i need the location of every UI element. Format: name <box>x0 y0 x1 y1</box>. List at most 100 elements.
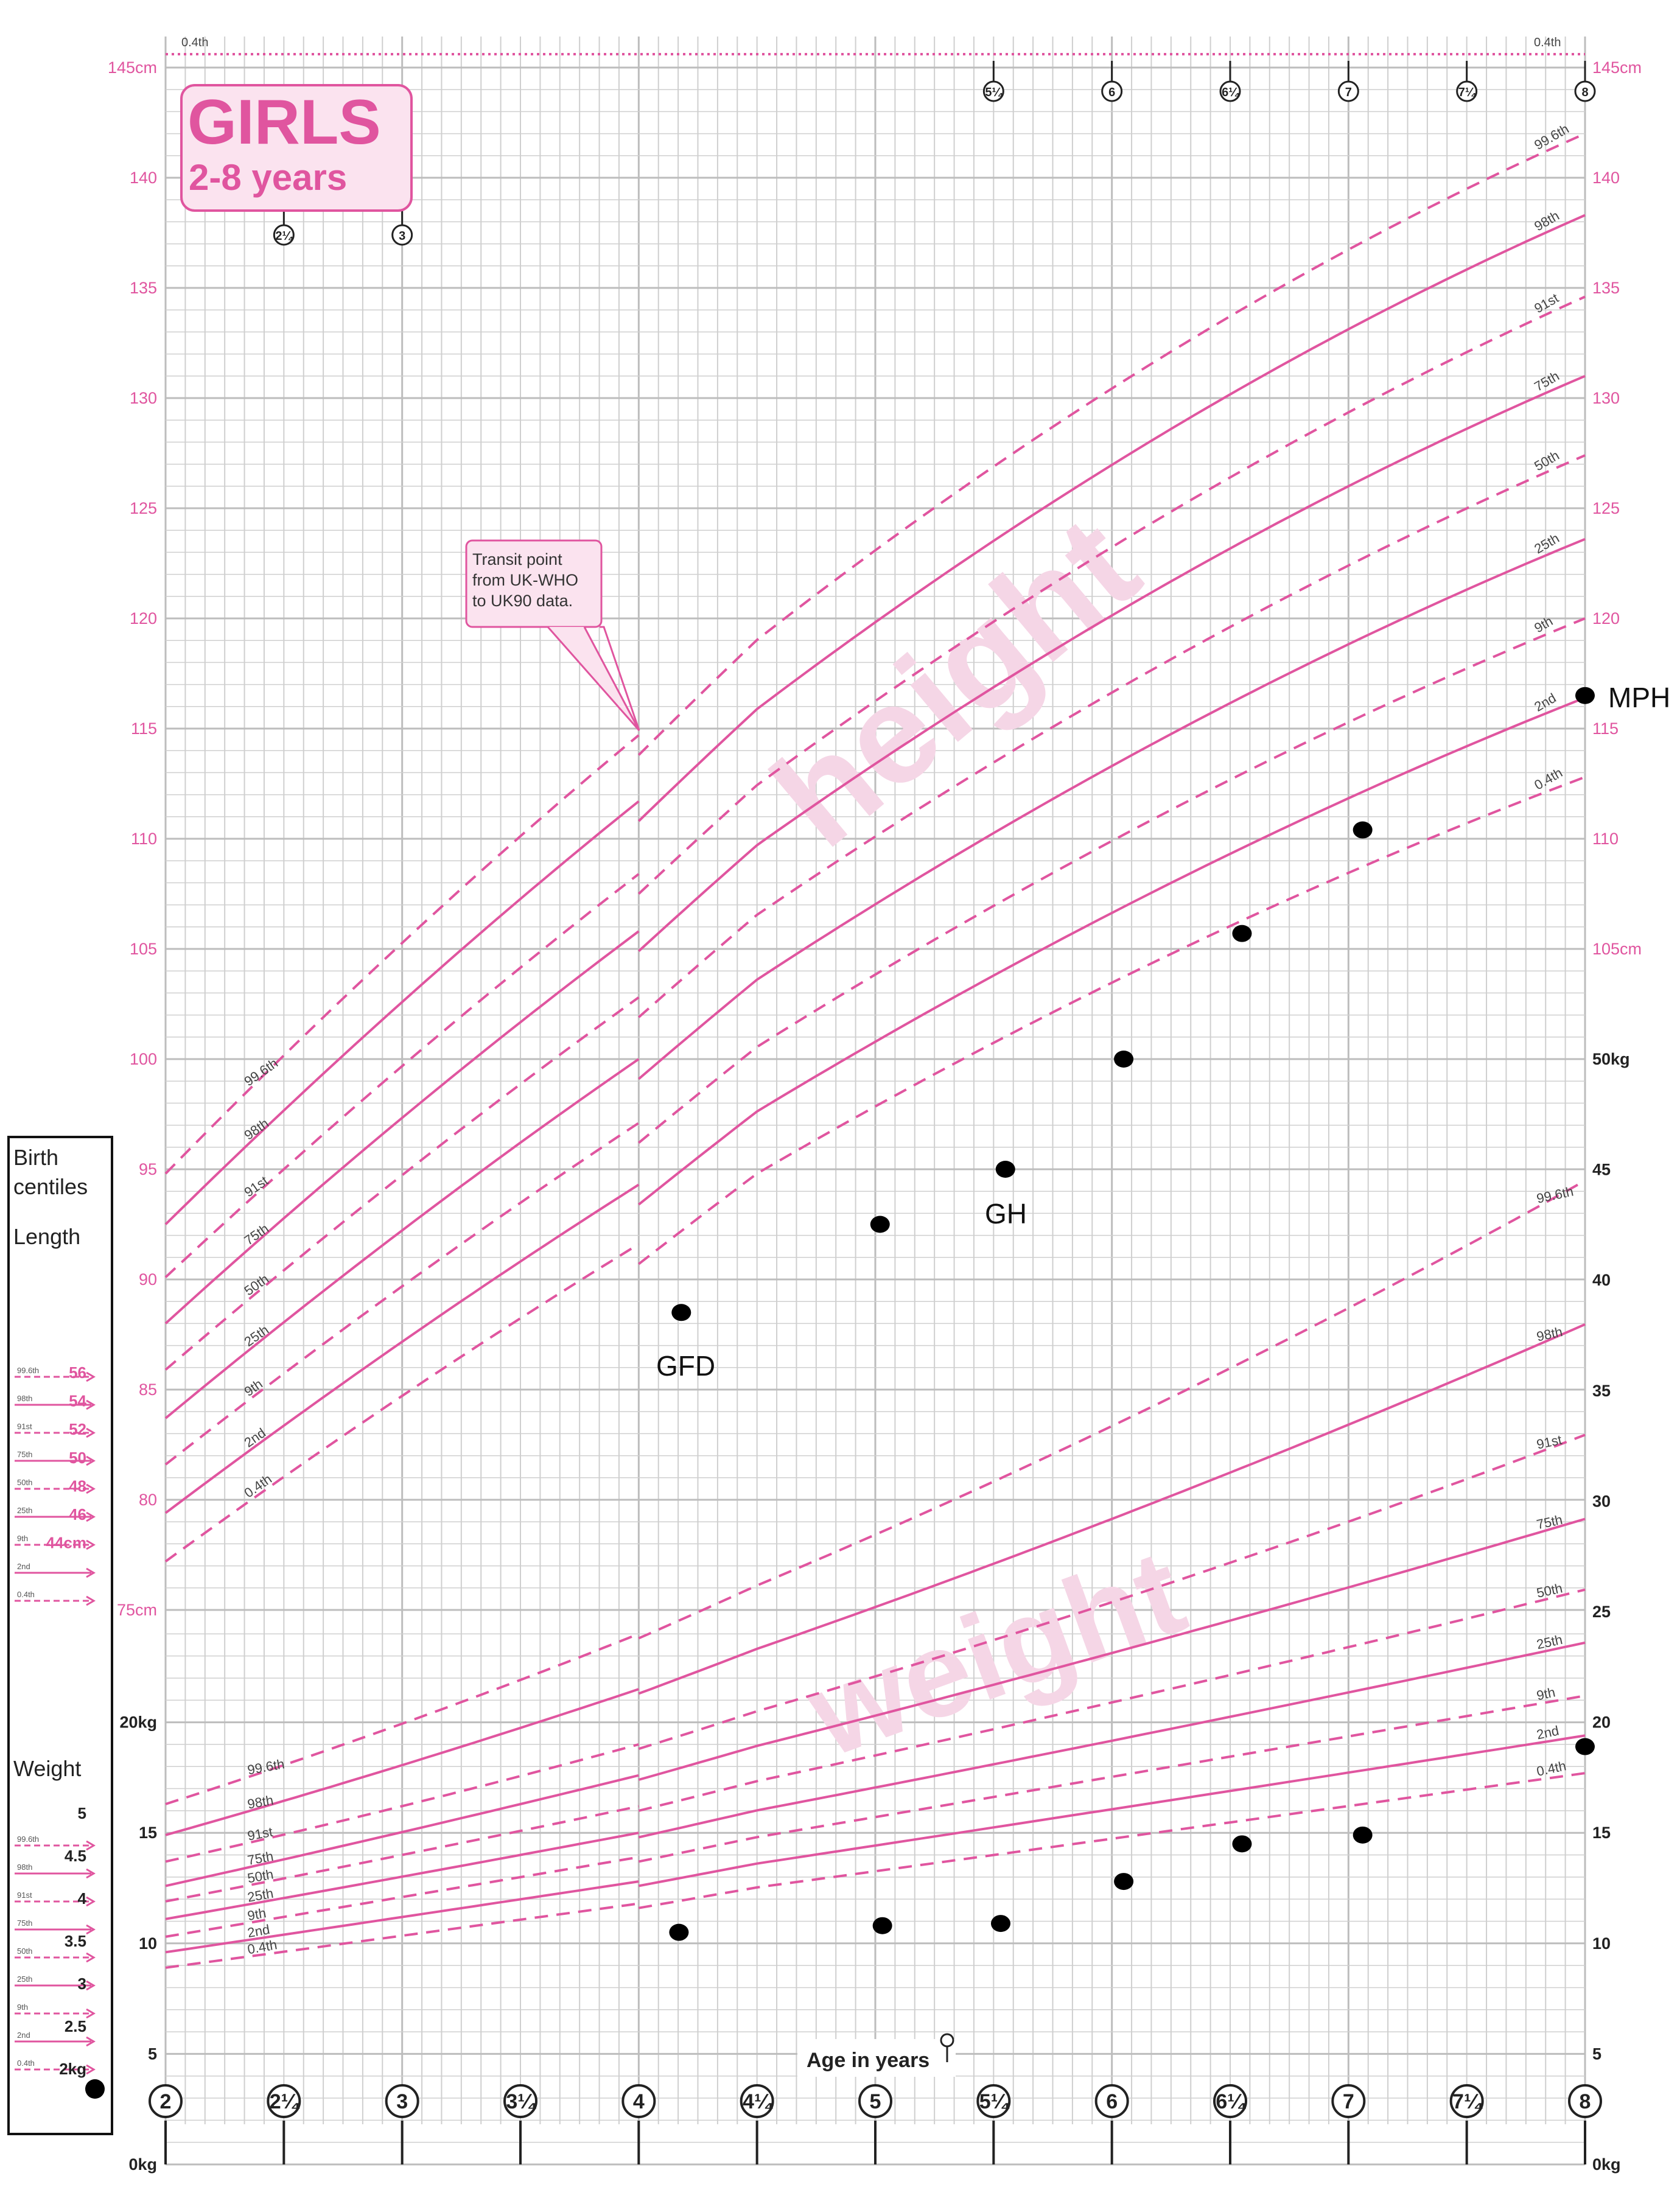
age-tick-top-label: 5¼ <box>985 86 1003 99</box>
birth-weight-centile: 99.6th <box>17 1835 39 1844</box>
height-centile-label-left: 75th <box>242 1221 271 1248</box>
birth-length-arrowhead <box>86 1511 96 1522</box>
age-tick-circle <box>1213 2084 1247 2118</box>
birth-weight-tick: 2.5 <box>65 2017 86 2035</box>
weight-tick-left: 20kg <box>119 1713 157 1732</box>
birth-weight-arrowhead <box>86 1840 96 1851</box>
birth-length-centile: 75th <box>17 1450 32 1459</box>
birth-length-centile: 91st <box>17 1422 32 1431</box>
birth-weight-centile: 9th <box>17 2003 28 2012</box>
height-point <box>1575 687 1595 704</box>
height-tick-left: 80 <box>139 1491 157 1509</box>
height-centile-99.6th-early <box>164 734 640 1175</box>
height-tick-left: 120 <box>130 609 157 628</box>
age-tick-circle <box>740 2084 774 2118</box>
weight-tick-right: 5 <box>1592 2045 1601 2063</box>
weight-centile-50th-early <box>165 1805 639 1903</box>
birth-length-arrowhead <box>86 1427 96 1438</box>
transit-note-line1: Transit point <box>472 550 562 568</box>
age-tick-label: 4 <box>633 2090 645 2113</box>
height-centile-9th-late <box>638 617 1586 1144</box>
weight-centile-label-left: 9th <box>247 1905 267 1923</box>
birth-length-centile: 99.6th <box>17 1366 39 1375</box>
age-tick-circle <box>385 2084 419 2118</box>
height-centile-98th-early <box>164 800 640 1225</box>
height-centile-label-left: 98th <box>242 1116 271 1143</box>
height-centile-label-right: 98th <box>1531 208 1562 234</box>
birth-weight-tick: 3.5 <box>65 1932 86 1950</box>
height-centile-label-right: 9th <box>1531 614 1555 636</box>
weight-centile-50th-late <box>638 1588 1586 1812</box>
height-centile-75th-early <box>164 930 640 1324</box>
annotation-gh: GH <box>985 1198 1027 1230</box>
birth-length-tick: 48 <box>69 1477 86 1495</box>
weight-point <box>669 1923 689 1941</box>
x-axis-label-box: Age in years <box>797 2033 956 2077</box>
height-centile-label-right: 0.4th <box>1531 765 1565 793</box>
centile-curves <box>164 132 1586 1969</box>
height-centile-2nd-early <box>164 1183 640 1514</box>
height-tick-right: 115 <box>1592 719 1619 738</box>
birth-weight-arrowhead <box>86 1896 96 1907</box>
weight-tick-left: 0kg <box>128 2155 157 2174</box>
age-tick-top-label: 7¼ <box>1458 86 1477 99</box>
birth-length-centile: 98th <box>17 1394 32 1403</box>
weight-tick-right: 50kg <box>1592 1050 1630 1068</box>
birth-weight-centile: 50th <box>17 1947 32 1956</box>
weight-centile-label-left: 50th <box>247 1866 275 1886</box>
weight-centile-2nd-early <box>165 1880 639 1954</box>
weight-centile-98th-early <box>165 1688 639 1836</box>
weight-centile-label-right: 91st <box>1535 1432 1563 1452</box>
x-axis-label: Age in years <box>807 2049 929 2072</box>
weight-point <box>1353 1826 1373 1844</box>
top-centile-note-left: 0.4th <box>181 36 208 49</box>
weight-centile-99.6th-early <box>165 1632 640 1805</box>
age-tick-label: 4¼ <box>743 2090 773 2113</box>
weight-centile-label-left: 91st <box>247 1824 274 1844</box>
height-centile-75th-late <box>637 374 1586 953</box>
annotation-gfd: GFD <box>656 1350 715 1382</box>
height-tick-left: 145cm <box>108 58 157 77</box>
age-tick-circle <box>267 2084 301 2118</box>
birth-title-line1: Birth <box>13 1145 58 1170</box>
height-centile-99.6th-late <box>637 132 1586 756</box>
height-point <box>1353 821 1373 839</box>
annotation-mph: MPH <box>1608 682 1670 713</box>
birth-length-arrowhead <box>86 1483 96 1494</box>
height-tick-left: 110 <box>131 830 157 848</box>
height-centile-25th-early <box>164 1058 640 1419</box>
birth-length-arrowhead <box>86 1371 96 1382</box>
height-tick-left: 140 <box>130 169 157 187</box>
birth-length-tick: 44cm <box>46 1534 87 1552</box>
weight-centile-label-right: 75th <box>1535 1512 1564 1532</box>
chart-title: GIRLS <box>187 87 381 158</box>
title-box: GIRLS 2-8 years <box>180 84 413 212</box>
weight-centile-25th-late <box>638 1641 1586 1839</box>
age-tick-circle <box>1568 2084 1602 2118</box>
height-centile-50th-late <box>637 454 1586 1018</box>
transit-note-line3: to UK90 data. <box>472 592 573 610</box>
birth-weight-arrowhead <box>86 2064 96 2075</box>
height-tick-right: 120 <box>1592 609 1620 628</box>
birth-length-arrowhead <box>86 1567 96 1578</box>
weight-centile-label-right: 99.6th <box>1535 1184 1575 1206</box>
age-tick-label: 8 <box>1580 2090 1591 2113</box>
age-tick-label: 7¼ <box>1452 2090 1483 2113</box>
age-tick-circle <box>149 2084 183 2118</box>
weight-centile-91st-late <box>638 1433 1586 1751</box>
age-tick-circle <box>858 2084 892 2118</box>
birth-length-arrowhead <box>86 1399 96 1410</box>
measurement-points <box>669 687 1595 1941</box>
height-centile-50th-early <box>164 996 640 1371</box>
birth-length-tick: 56 <box>69 1363 86 1382</box>
weight-centile-25th-early <box>165 1831 639 1920</box>
height-tick-left: 125 <box>130 499 157 517</box>
height-centile-label-right: 91st <box>1531 290 1561 316</box>
weight-point <box>1575 1738 1595 1755</box>
birth-title-line2: centiles <box>13 1174 88 1199</box>
weight-centile-label-left: 25th <box>247 1886 275 1905</box>
weight-centile-9th-late <box>638 1695 1586 1863</box>
birth-weight-arrowhead <box>86 1868 96 1879</box>
height-centile-label-right: 50th <box>1531 447 1562 474</box>
